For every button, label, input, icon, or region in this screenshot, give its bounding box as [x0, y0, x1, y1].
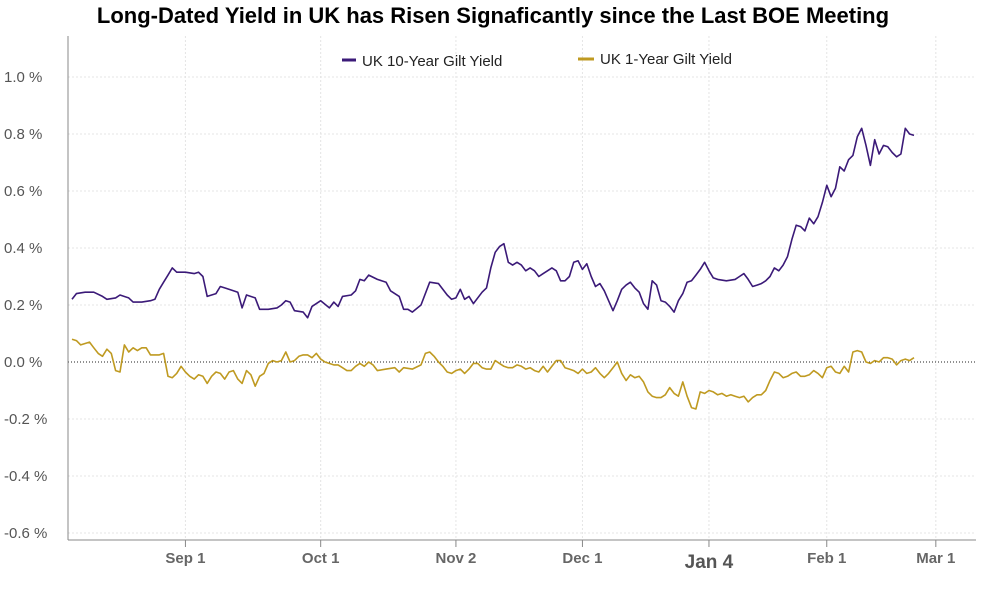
legend: UK 10-Year Gilt Yield UK 1-Year Gilt Yie…: [342, 51, 732, 70]
series-line-10y: [71, 127, 915, 319]
y-tick-label: 0.6 %: [4, 183, 42, 200]
y-tick-label: 0.8 %: [4, 126, 42, 143]
series-line-1y: [71, 338, 915, 410]
chart-title: Long-Dated Yield in UK has Risen Signafi…: [96, 3, 890, 28]
legend-label-1y: UK 1-Year Gilt Yield: [600, 51, 732, 68]
x-tick-label: Feb 1: [807, 550, 846, 567]
y-tick-label: 0.0 %: [4, 354, 42, 371]
x-tick-label: Nov 2: [435, 550, 476, 567]
y-tick-label: 1.0 %: [4, 69, 42, 86]
x-tick-label: Oct 1: [302, 550, 340, 567]
y-tick-label: 0.4 %: [4, 240, 42, 257]
y-tick-label: -0.2 %: [4, 411, 47, 428]
x-tick-label: Sep 1: [165, 550, 205, 567]
axis-layer: 1.0 % 0.8 % 0.6 % 0.4 % 0.2 % 0.0 % -0.2 % -0.4…: [4, 36, 976, 573]
grid-layer: [68, 36, 976, 540]
y-tick-label: 0.2 %: [4, 297, 42, 314]
x-tick-label: Dec 1: [562, 550, 602, 567]
legend-label-10y: UK 10-Year Gilt Yield: [362, 53, 502, 70]
y-tick-label: -0.4 %: [4, 468, 47, 485]
series-layer: [71, 127, 915, 410]
y-tick-label: -0.6 %: [4, 525, 47, 542]
x-tick-label: Jan 4: [685, 552, 734, 573]
x-tick-label: Mar 1: [916, 550, 955, 567]
